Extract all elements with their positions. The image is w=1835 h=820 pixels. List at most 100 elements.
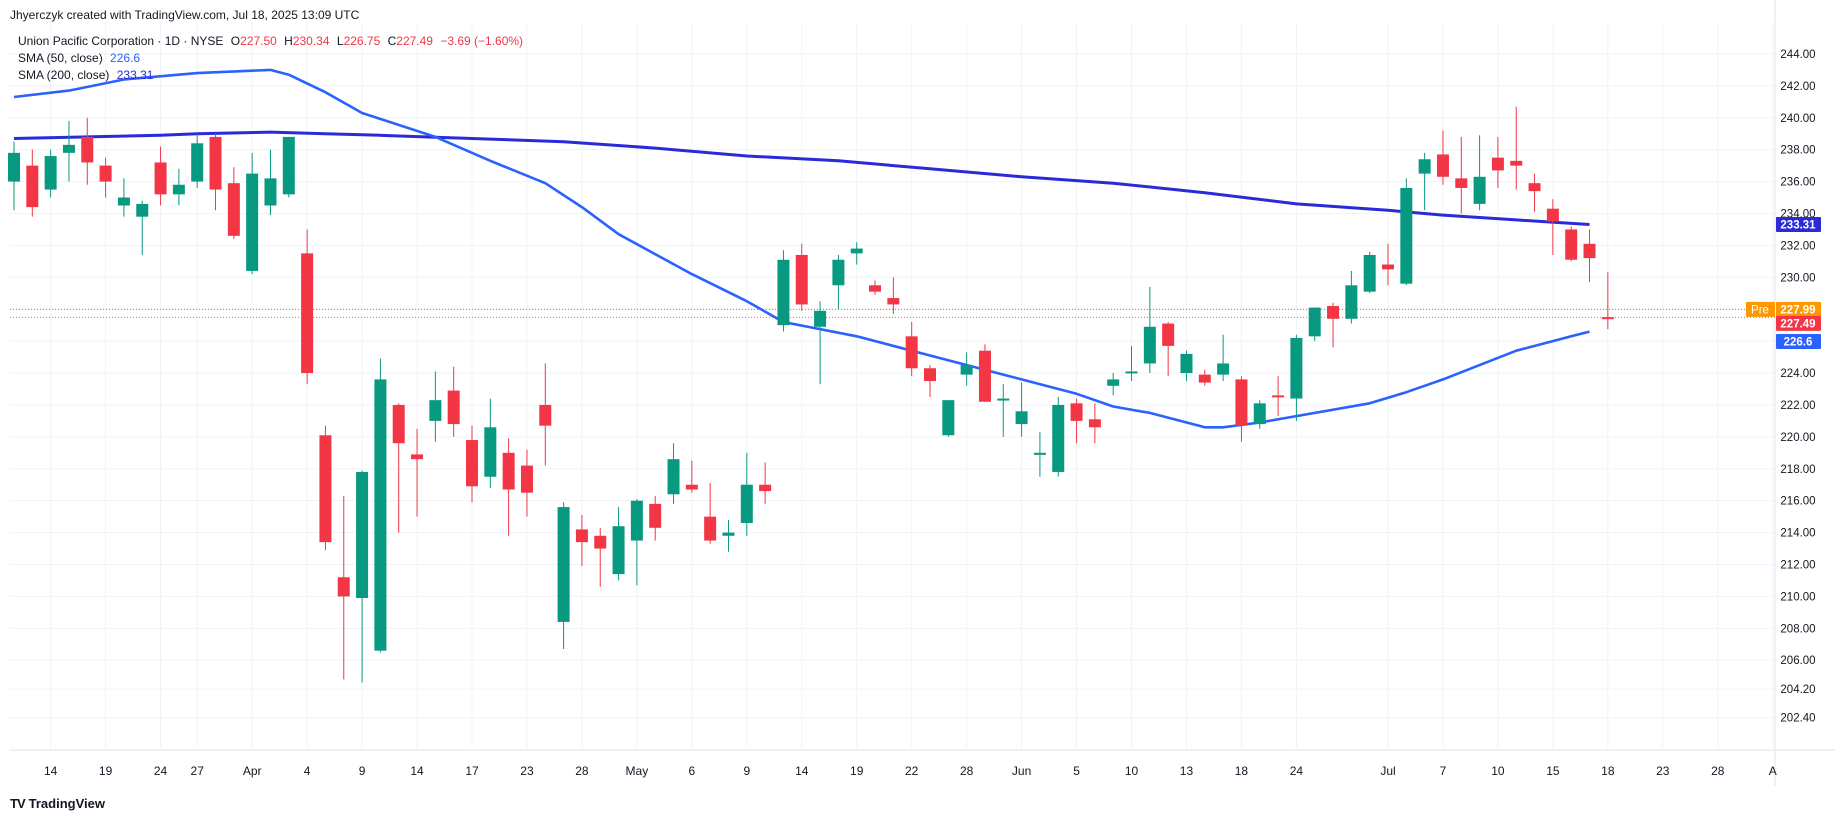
candle-body — [356, 471, 369, 598]
x-tick-label: 7 — [1440, 764, 1447, 778]
candle-body — [1290, 337, 1303, 399]
candle-body — [557, 507, 570, 622]
candle-body — [319, 435, 332, 543]
candle-body — [117, 197, 130, 206]
candle-body — [869, 285, 882, 292]
y-tick-label: 210.00 — [1780, 591, 1815, 603]
symbol-title: Union Pacific Corporation · 1D · NYSE — [18, 34, 224, 48]
candle-body — [1565, 229, 1578, 260]
candle-body — [1162, 323, 1175, 346]
x-tick-label: 23 — [1656, 764, 1670, 778]
y-tick-label: 208.00 — [1780, 623, 1815, 635]
candle-body — [575, 529, 588, 543]
pre-market-badge — [1746, 301, 1775, 317]
sma50-value: 226.6 — [110, 51, 141, 65]
candle-body — [191, 143, 204, 182]
candle-body — [62, 144, 75, 153]
candle-body — [429, 400, 442, 421]
price-axis[interactable]: 202.40 204.20 206.00 208.00 210.00 212.00 214.… — [1780, 49, 1815, 725]
candle-body — [1491, 157, 1504, 171]
candle-body — [136, 203, 149, 217]
tradingview-logo: TV — [10, 796, 26, 811]
candle-body — [539, 404, 552, 426]
change-value: −3.69 (−1.60%) — [440, 34, 524, 48]
candle-body — [759, 484, 772, 492]
x-tick-label: 13 — [1180, 764, 1194, 778]
tradingview-branding[interactable]: TV TradingView — [10, 796, 105, 811]
symbol-legend[interactable]: Union Pacific Corporation · 1D · NYSE O2… — [18, 34, 523, 48]
candle-body — [1583, 243, 1596, 259]
candle-body — [246, 173, 259, 271]
y-tick-label: 244.00 — [1780, 49, 1815, 61]
candle-body — [1510, 160, 1523, 166]
candle-body — [172, 184, 185, 195]
candle-body — [1070, 403, 1083, 421]
price-label-text: 233.31 — [1780, 219, 1816, 231]
candle-body — [8, 152, 20, 182]
candle-body — [630, 500, 643, 541]
price-label-box — [1776, 334, 1821, 350]
candle-body — [1455, 178, 1468, 188]
open-label: O — [230, 34, 241, 48]
candle-body — [484, 427, 497, 477]
x-tick-label: 24 — [1290, 764, 1304, 778]
candle-body — [1345, 285, 1358, 319]
candle-body — [887, 298, 900, 305]
x-tick-label: 4 — [304, 764, 311, 778]
x-tick-label: May — [626, 764, 649, 778]
candle-body — [795, 254, 808, 305]
candle-body — [1272, 395, 1285, 398]
sma-200-line — [13, 130, 1590, 226]
candle-body — [1088, 419, 1101, 428]
x-tick-label: 24 — [154, 764, 168, 778]
x-tick-label: 27 — [191, 764, 205, 778]
candle-body — [282, 136, 295, 195]
sma-200-path — [13, 130, 1590, 226]
x-tick-label: 5 — [1073, 764, 1080, 778]
price-label-box — [1776, 216, 1821, 232]
y-tick-label: 222.00 — [1780, 400, 1815, 412]
candle-body — [777, 259, 790, 326]
candle-body — [1253, 403, 1266, 425]
candle-body — [924, 368, 936, 382]
x-tick-label: 18 — [1601, 764, 1615, 778]
y-tick-label: 216.00 — [1780, 496, 1815, 508]
x-tick-label: 9 — [743, 764, 750, 778]
candle-body — [905, 336, 918, 369]
y-tick-label: 236.00 — [1780, 177, 1815, 189]
x-tick-label: 17 — [465, 764, 479, 778]
sma50-label: SMA (50, close) — [18, 51, 103, 65]
candle-body — [1382, 264, 1394, 270]
candle-body — [1125, 371, 1138, 374]
candle-body — [1052, 404, 1065, 472]
candle-body — [392, 404, 405, 444]
y-tick-label: 202.40 — [1780, 713, 1815, 725]
candle-body — [411, 454, 424, 460]
candle-body — [667, 459, 680, 495]
x-tick-label: 15 — [1546, 764, 1560, 778]
sma200-legend[interactable]: SMA (200, close) 233.31 — [18, 68, 153, 82]
candle-body — [81, 136, 94, 163]
x-tick-label: Apr — [243, 764, 262, 778]
time-axis[interactable]: 14 19 24 27 Apr 4 9 14 17 23 28 May 6 9 14 19 22 28 Jun 5 10… — [44, 764, 1777, 778]
candle-body — [1363, 254, 1376, 292]
price-label-box — [1776, 301, 1821, 317]
x-tick-label: 23 — [520, 764, 534, 778]
candle-body — [99, 165, 112, 182]
candle-body — [1217, 363, 1230, 375]
price-lines — [10, 308, 1775, 318]
y-tick-label: 224.00 — [1780, 368, 1815, 380]
candlestick-series — [8, 106, 1614, 683]
tradingview-brand: TradingView — [28, 796, 105, 811]
sma200-value: 233.31 — [116, 68, 154, 82]
sma50-legend[interactable]: SMA (50, close) 226.6 — [18, 51, 140, 65]
open-value: 227.50 — [240, 34, 277, 48]
high-value: 230.34 — [292, 34, 330, 48]
candle-body — [1418, 159, 1431, 174]
candle-body — [722, 532, 735, 536]
y-tick-label: 230.00 — [1780, 272, 1815, 284]
grid-lines — [10, 0, 1835, 786]
candle-body — [447, 390, 460, 425]
candle-body — [1528, 183, 1541, 192]
